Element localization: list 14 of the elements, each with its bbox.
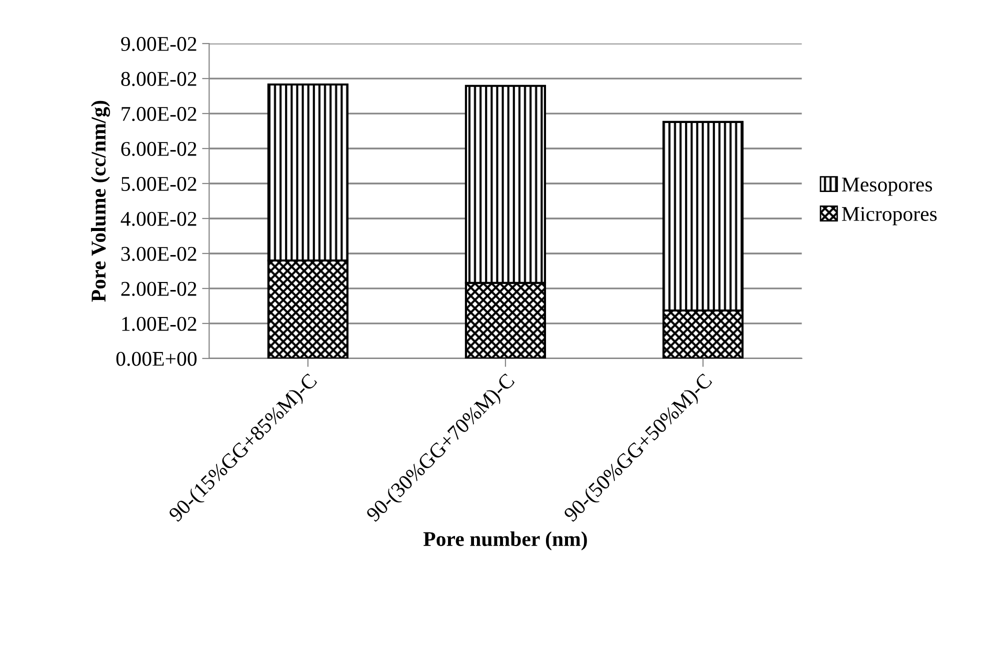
y-tick-label: 9.00E-02 — [121, 36, 196, 52]
y-tick-label: 7.00E-02 — [122, 106, 196, 122]
y-tick-label: 8.00E-02 — [121, 72, 196, 86]
y-tick-label: 5.00E-02 — [122, 176, 196, 192]
y-tick-label: 4.00E-02 — [120, 212, 196, 226]
y-tick-label: 6.00E-02 — [121, 142, 196, 156]
y-tick-label: 2.00E-02 — [121, 282, 196, 296]
y-tick-label: 0.00E+00 — [116, 352, 197, 366]
y-tick-label: 3.00E-02 — [121, 246, 196, 262]
x-axis-title: Pore number (nm) — [423, 531, 587, 550]
y-tick-label: 1.00E-02 — [122, 316, 196, 331]
legend-label: Micropores — [842, 206, 937, 226]
y-axis-title: Pore Volume (cc/nm/g) — [90, 100, 110, 302]
legend-label: Mesopores — [842, 178, 932, 196]
